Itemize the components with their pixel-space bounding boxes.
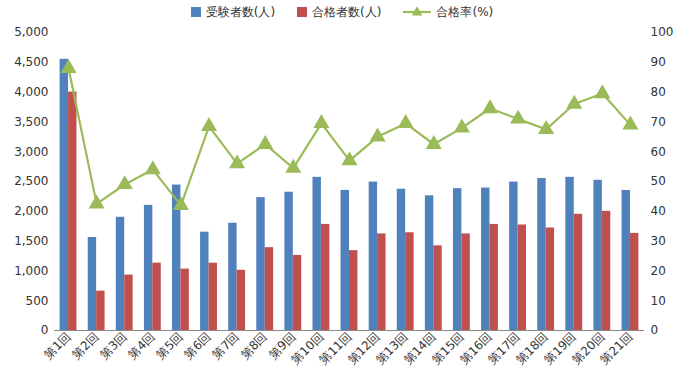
svg-text:10: 10 <box>651 294 666 308</box>
svg-text:3,000: 3,000 <box>14 145 48 159</box>
svg-text:第5回: 第5回 <box>153 329 185 361</box>
svg-text:4,500: 4,500 <box>14 55 48 69</box>
html-text:合格率(%): 合格率(%) <box>436 4 494 19</box>
svg-text:第14回: 第14回 <box>400 329 439 368</box>
svg-text:100: 100 <box>651 25 674 39</box>
svg-text:第20回: 第20回 <box>569 329 608 368</box>
svg-text:30: 30 <box>651 234 666 248</box>
svg-text:第17回: 第17回 <box>485 329 523 368</box>
svg-text:60: 60 <box>651 145 666 159</box>
svg-text:4,000: 4,000 <box>14 85 48 99</box>
svg-text:40: 40 <box>651 204 666 218</box>
svg-text:第18回: 第18回 <box>513 329 551 368</box>
svg-text:第8回: 第8回 <box>238 329 270 361</box>
svg-text:1,000: 1,000 <box>14 264 48 278</box>
svg-text:3,500: 3,500 <box>14 115 48 129</box>
svg-text:第10回: 第10回 <box>288 329 327 368</box>
svg-text:第12回: 第12回 <box>344 329 383 368</box>
svg-text:2,000: 2,000 <box>14 204 48 218</box>
svg-text:1,500: 1,500 <box>14 234 48 248</box>
svg-text:第1回: 第1回 <box>41 329 73 361</box>
svg-text:第21回: 第21回 <box>598 329 636 367</box>
svg-text:90: 90 <box>651 55 666 69</box>
svg-text:第4回: 第4回 <box>125 329 157 361</box>
html-text:受験者数(人): 受験者数(人) <box>205 4 276 19</box>
svg-text:第6回: 第6回 <box>182 329 214 361</box>
svg-text:第7回: 第7回 <box>210 329 242 361</box>
svg-text:第16回: 第16回 <box>457 329 495 368</box>
svg-text:第2回: 第2回 <box>69 329 101 361</box>
svg-text:70: 70 <box>651 115 666 129</box>
svg-text:0: 0 <box>41 323 49 337</box>
svg-text:第19回: 第19回 <box>541 329 580 368</box>
svg-text:第9回: 第9回 <box>265 329 299 362</box>
svg-text:0: 0 <box>651 323 659 337</box>
html-text:合格者数(人): 合格者数(人) <box>312 4 382 19</box>
svg-text:2,500: 2,500 <box>14 174 48 188</box>
svg-text:第11回: 第11回 <box>316 329 355 368</box>
svg-text:第13回: 第13回 <box>372 329 411 368</box>
svg-text:80: 80 <box>651 85 666 99</box>
svg-text:20: 20 <box>651 264 666 278</box>
svg-text:第3回: 第3回 <box>97 329 129 361</box>
svg-text:500: 500 <box>26 294 49 308</box>
svg-text:50: 50 <box>651 174 666 188</box>
svg-text:5,000: 5,000 <box>14 25 48 39</box>
svg-text:第15回: 第15回 <box>429 329 467 368</box>
